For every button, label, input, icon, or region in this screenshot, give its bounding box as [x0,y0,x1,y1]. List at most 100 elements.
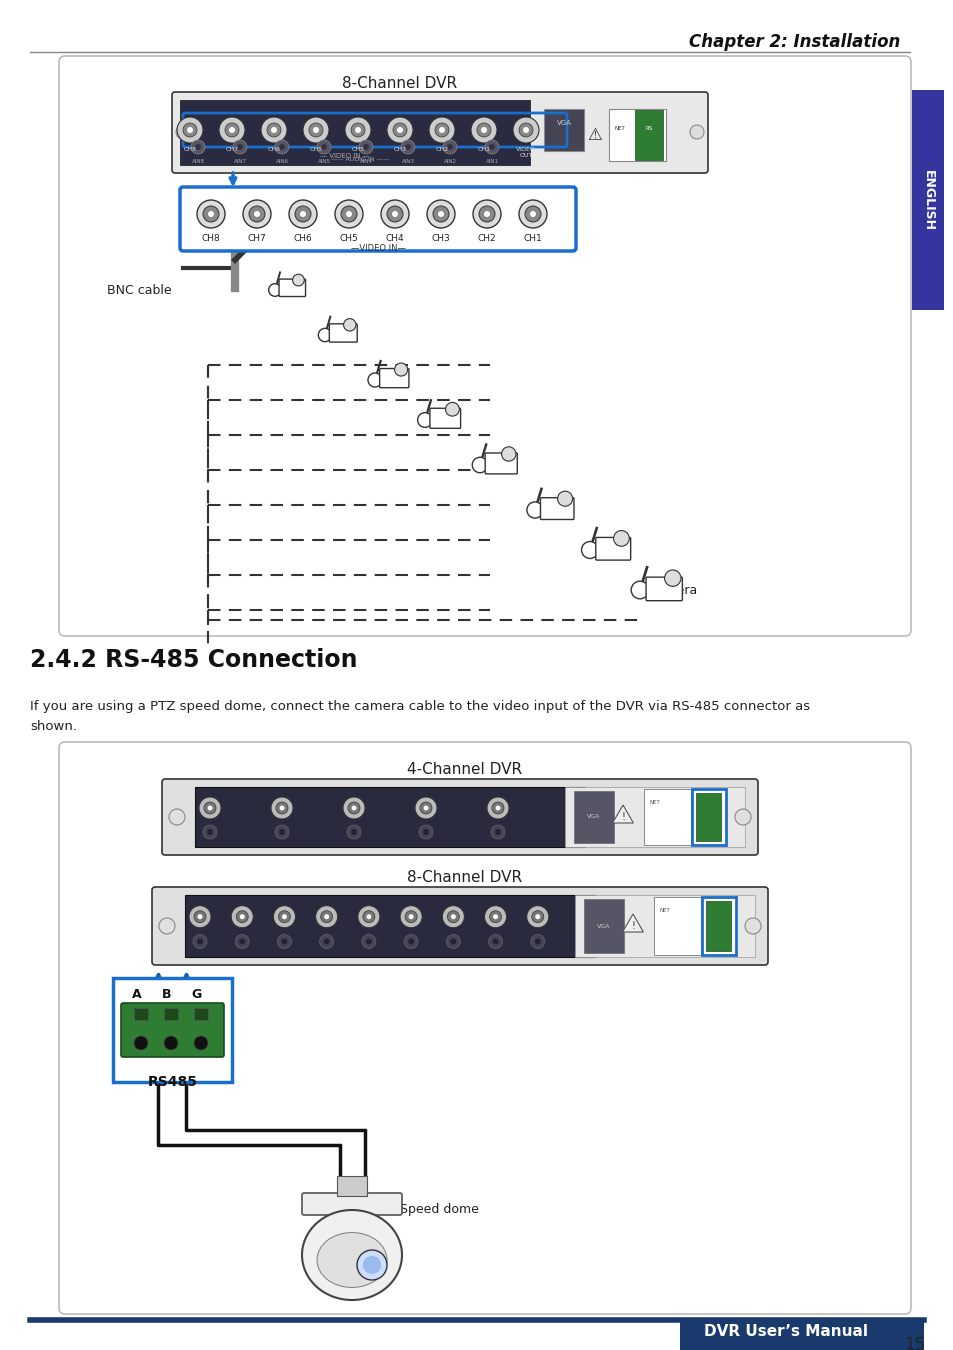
Circle shape [193,1035,208,1050]
Circle shape [405,911,416,922]
Circle shape [530,211,536,217]
Circle shape [447,911,458,922]
Circle shape [418,825,433,838]
Circle shape [282,914,287,919]
Text: AIN8: AIN8 [192,159,204,163]
Circle shape [392,211,397,217]
Text: CH7: CH7 [248,234,266,243]
Circle shape [267,123,281,136]
Circle shape [299,211,306,217]
Circle shape [489,144,495,150]
Circle shape [631,582,648,599]
Circle shape [395,363,407,377]
Circle shape [484,906,506,927]
Bar [911,90,943,310]
Text: Camera: Camera [647,583,697,597]
Text: VIDEO
OUT: VIDEO OUT [516,147,536,158]
Text: —— AUDIO IN ——: —— AUDIO IN —— [331,157,389,162]
Circle shape [323,938,330,945]
Circle shape [355,127,360,134]
Text: RS: RS [644,126,652,131]
Circle shape [175,126,190,139]
Text: CH6: CH6 [267,147,280,153]
Circle shape [531,911,543,922]
Circle shape [193,934,207,949]
Circle shape [253,211,260,217]
Text: 8-Channel DVR: 8-Channel DVR [407,869,522,884]
Text: BNC cable: BNC cable [108,284,172,297]
Circle shape [480,127,486,134]
FancyBboxPatch shape [654,896,700,954]
Circle shape [472,458,487,472]
Text: DVR User’s Manual: DVR User’s Manual [703,1324,867,1339]
Circle shape [363,1256,380,1274]
Circle shape [275,802,288,814]
Circle shape [243,200,271,228]
Bar [185,895,595,957]
Text: B: B [162,988,172,1002]
Circle shape [279,806,284,810]
Circle shape [471,117,497,143]
Text: G: G [192,988,202,1002]
Circle shape [557,491,572,506]
Circle shape [320,911,333,922]
Circle shape [366,914,371,919]
Circle shape [281,938,287,945]
Circle shape [271,796,293,819]
Circle shape [438,127,444,134]
Ellipse shape [316,1233,387,1288]
Circle shape [408,938,414,945]
Circle shape [239,914,245,919]
Text: A: A [132,988,142,1002]
Circle shape [524,207,540,221]
Ellipse shape [302,1210,401,1300]
Circle shape [484,140,498,154]
Circle shape [356,1250,387,1280]
Text: CH1: CH1 [477,147,490,153]
Text: NET: NET [649,799,659,805]
Circle shape [380,200,409,228]
Circle shape [197,914,202,919]
Circle shape [442,906,464,927]
Text: AIN6: AIN6 [275,159,288,163]
Circle shape [289,200,316,228]
Text: AIN3: AIN3 [401,159,414,163]
Circle shape [613,531,629,547]
FancyBboxPatch shape [172,92,707,173]
Text: CH5: CH5 [339,234,358,243]
Circle shape [522,127,529,134]
Circle shape [483,211,490,217]
Circle shape [581,541,598,559]
Text: AIN5: AIN5 [317,159,330,163]
Circle shape [183,123,196,136]
Circle shape [324,914,329,919]
Circle shape [274,825,289,838]
Circle shape [316,140,331,154]
Circle shape [451,914,456,919]
Text: !: ! [620,811,624,822]
Text: CH7: CH7 [225,147,238,153]
Circle shape [293,274,304,286]
Circle shape [351,806,356,810]
Text: CH6: CH6 [294,234,312,243]
FancyBboxPatch shape [133,1008,148,1021]
Circle shape [343,319,355,331]
Circle shape [177,117,203,143]
Text: ENGLISH: ENGLISH [921,170,934,231]
Text: AIN1: AIN1 [485,159,498,163]
Circle shape [526,906,548,927]
Circle shape [450,938,456,945]
Circle shape [236,144,243,150]
Circle shape [423,806,428,810]
FancyBboxPatch shape [485,454,517,474]
Circle shape [278,144,285,150]
Circle shape [404,934,417,949]
Circle shape [303,117,329,143]
Circle shape [319,934,334,949]
FancyBboxPatch shape [180,188,576,251]
Text: VGA: VGA [597,923,610,929]
Text: NET: NET [659,907,670,913]
Circle shape [159,918,174,934]
FancyBboxPatch shape [543,109,583,151]
Circle shape [387,117,413,143]
